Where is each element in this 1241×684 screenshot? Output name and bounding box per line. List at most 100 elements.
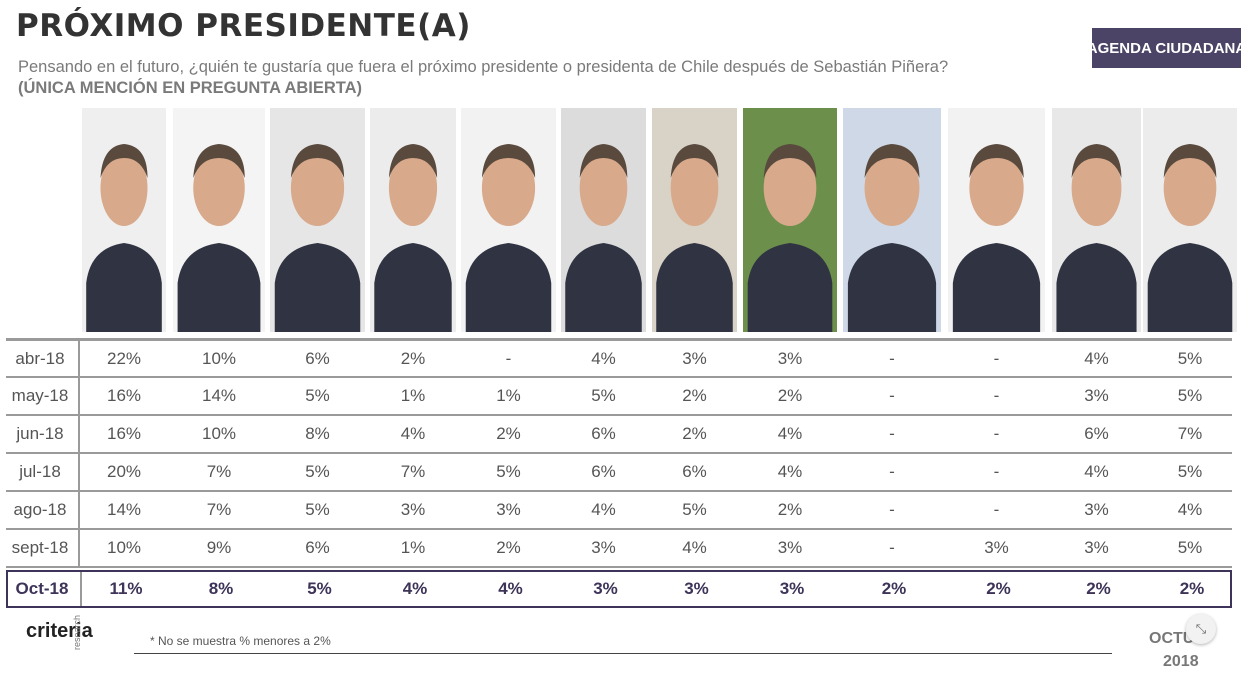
table-cell: 2% (986, 579, 1011, 598)
table-cell: 5% (305, 500, 330, 519)
candidate-photo (1052, 108, 1141, 332)
table-cell: 4% (400, 424, 426, 443)
table-cell: - (505, 348, 512, 368)
table-cell: 2% (777, 386, 803, 405)
table-cell: 3% (591, 538, 616, 557)
column-separator (78, 530, 80, 566)
person-icon (1143, 108, 1237, 332)
expand-icon[interactable]: ⤡ (1186, 614, 1216, 644)
table-cell: 5% (305, 462, 330, 481)
candidate-photo (1143, 108, 1237, 332)
table-cell: 5% (1177, 462, 1203, 481)
table-cell: 4% (591, 500, 616, 519)
footer-divider (134, 653, 1112, 654)
table-cell: 14% (201, 386, 237, 405)
candidate-photo (843, 108, 941, 332)
person-icon (461, 108, 556, 332)
table-cell: - (993, 386, 1000, 405)
criteria-logo-sub: research (72, 614, 82, 650)
table-cell: 20% (106, 462, 142, 481)
table-cell: 1% (496, 386, 521, 405)
table-row: may-18 16% 14% 5% 1% 1% 5% 2% 2% - - 3% 5% (6, 378, 1232, 416)
person-icon (743, 108, 837, 332)
table-cell: 4% (402, 579, 428, 598)
table-cell: 14% (106, 500, 142, 519)
table-cell: 22% (106, 348, 142, 368)
table-cell: 16% (106, 424, 142, 443)
table-cell: - (993, 348, 1000, 368)
column-separator (78, 341, 80, 376)
question-text: Pensando en el futuro, ¿quién te gustarí… (18, 58, 949, 76)
table-cell: 4% (777, 424, 803, 443)
table-cell: 5% (591, 386, 616, 405)
table-row: jul-18 20% 7% 5% 7% 5% 6% 6% 4% - - 4% 5% (6, 454, 1232, 492)
table-cell: - (889, 348, 895, 368)
table-cell: - (889, 386, 895, 405)
table-cell: 7% (400, 462, 426, 481)
row-label: Oct-18 (15, 579, 69, 598)
column-separator (78, 378, 80, 414)
table-cell: 3% (1084, 500, 1109, 519)
table-cell: 1% (400, 538, 426, 557)
table-cell: 6% (682, 462, 707, 481)
table-cell: 5% (682, 500, 707, 519)
table-cell: 3% (684, 579, 709, 598)
table-cell: 3% (1084, 386, 1109, 405)
table-cell: 1% (400, 386, 426, 405)
table-cell: 4% (1177, 500, 1203, 519)
table-cell: 3% (777, 538, 803, 557)
table-row: sept-18 10% 9% 6% 1% 2% 3% 4% 3% - 3% 3% 5% (6, 530, 1232, 568)
row-label: abr-18 (15, 348, 65, 368)
candidate-photo (270, 108, 365, 332)
table-row: jun-18 16% 10% 8% 4% 2% 6% 2% 4% - - 6% 7% (6, 416, 1232, 454)
question-note: (ÚNICA MENCIÓN EN PREGUNTA ABIERTA) (18, 79, 363, 97)
table-cell: 6% (1084, 424, 1109, 443)
row-label: may-18 (11, 386, 69, 405)
footnote: * No se muestra % menores a 2% (150, 634, 331, 648)
column-separator (78, 492, 80, 528)
table-cell: - (889, 424, 895, 443)
table-cell: 4% (1084, 348, 1109, 368)
table-cell: 10% (106, 538, 142, 557)
person-icon (843, 108, 941, 332)
criteria-logo: criteria (26, 620, 93, 642)
person-icon (652, 108, 737, 332)
table-cell: 3% (682, 348, 707, 368)
person-icon (270, 108, 365, 332)
table-cell: 4% (777, 462, 803, 481)
column-separator (78, 454, 80, 490)
table-cell: 7% (206, 462, 232, 481)
person-icon (82, 108, 166, 332)
person-icon (948, 108, 1045, 332)
table-cell: 3% (496, 500, 521, 519)
page-title: PRÓXIMO PRESIDENTE(A) (16, 8, 471, 44)
candidate-photo (652, 108, 737, 332)
candidate-photo (561, 108, 646, 332)
table-cell: 7% (206, 500, 232, 519)
table-row: abr-18 22% 10% 6% 2% - 4% 3% 3% - - 4% 5% (6, 338, 1232, 378)
table-row: Oct-18 11% 8% 5% 4% 4% 3% 3% 3% 2% 2% 2% 2% (6, 570, 1232, 608)
table-cell: 5% (307, 579, 332, 598)
column-separator (80, 572, 82, 606)
table-cell: 3% (593, 579, 618, 598)
table-cell: 5% (1177, 538, 1203, 557)
table-cell: 4% (591, 348, 616, 368)
table-cell: - (993, 462, 1000, 481)
candidate-photo (461, 108, 556, 332)
table-cell: - (889, 462, 895, 481)
table-cell: 2% (496, 424, 521, 443)
candidate-photo (82, 108, 166, 332)
table-cell: 5% (496, 462, 521, 481)
table-cell: 9% (206, 538, 232, 557)
table-cell: 3% (984, 538, 1009, 557)
table-cell: 6% (591, 424, 616, 443)
table-cell: 6% (305, 348, 330, 368)
agenda-badge: AGENDA CIUDADANA (1087, 28, 1241, 68)
table-cell: 10% (201, 424, 237, 443)
table-cell: 11% (109, 579, 143, 598)
table-cell: 3% (779, 579, 805, 598)
row-label: ago-18 (13, 500, 67, 519)
table-cell: 2% (881, 579, 907, 598)
row-label: jun-18 (16, 424, 64, 443)
person-icon (173, 108, 265, 332)
